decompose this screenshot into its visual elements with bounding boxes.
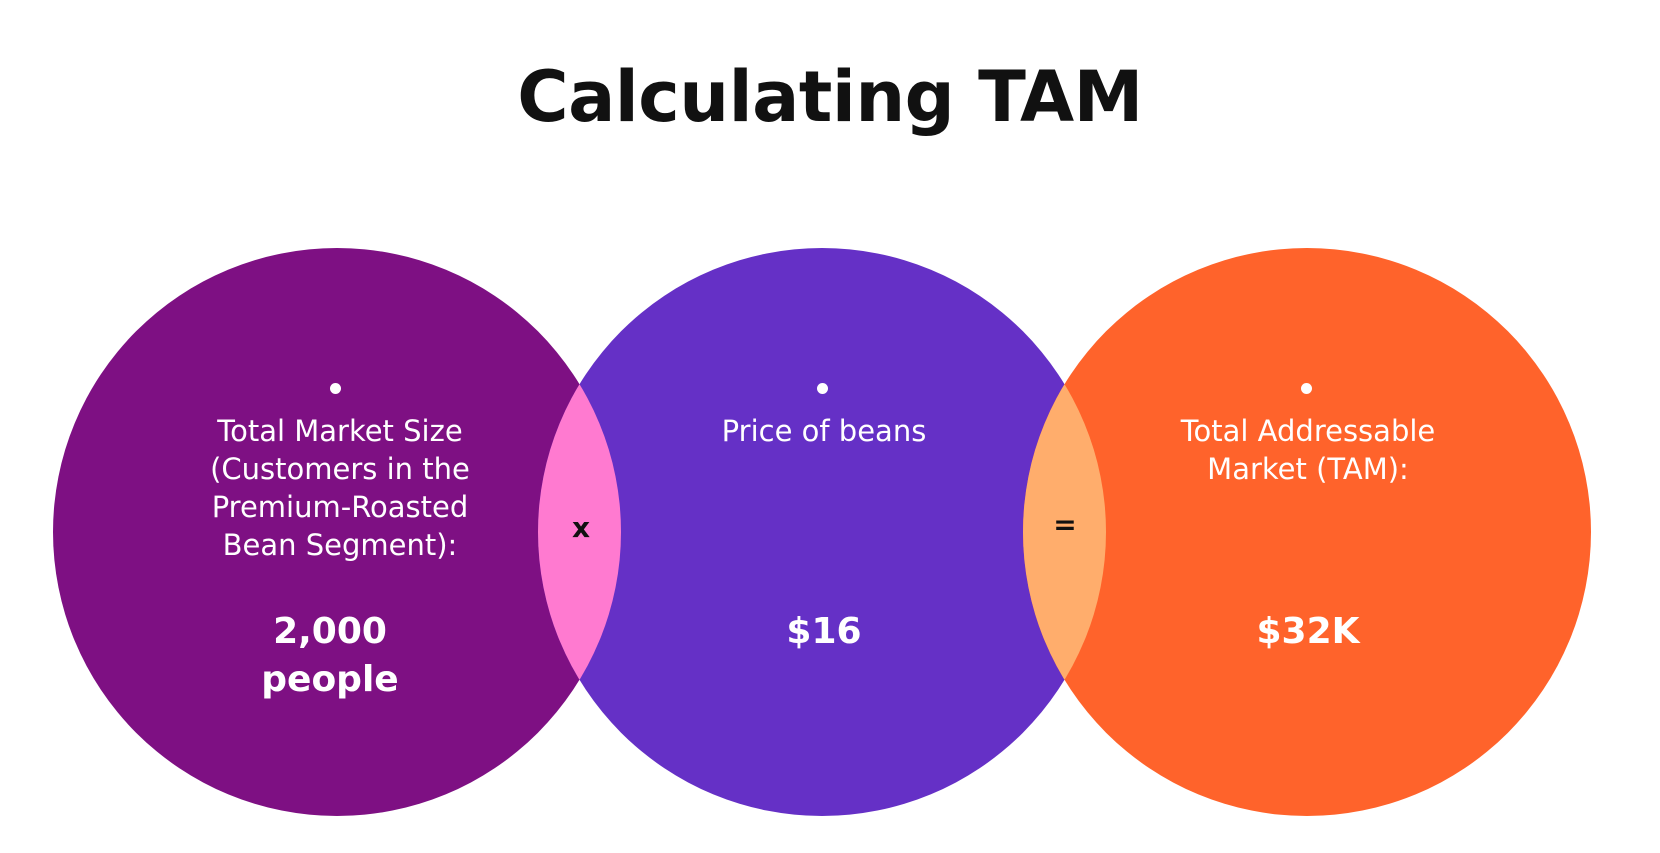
circle-value-total-market-size: 2,000 people — [180, 608, 480, 704]
circle-price-of-beans — [538, 248, 1106, 816]
circle-label-total-market-size: Total Market Size (Customers in the Prem… — [210, 414, 470, 562]
multiply-operator: x — [571, 511, 591, 544]
value-line-1: $16 — [786, 611, 862, 652]
circle-total-addressable-market — [1023, 248, 1591, 816]
bullet-dot-middle — [817, 383, 828, 394]
value-line-2: people — [261, 659, 399, 700]
circle-label-price-of-beans: Price of beans — [721, 414, 927, 448]
page-title: Calculating TAM — [517, 56, 1143, 138]
bullet-dot-left — [330, 383, 341, 394]
circle-total-market-size — [53, 248, 621, 816]
value-line-1: $32K — [1256, 611, 1360, 652]
bullet-dot-right — [1301, 383, 1312, 394]
circle-value-total-addressable-market: $32K — [1158, 608, 1458, 656]
value-line-1: 2,000 — [273, 611, 387, 652]
circle-value-price-of-beans: $16 — [674, 608, 974, 656]
circle-label-total-addressable-market: Total Addressable Market (TAM): — [1180, 414, 1436, 486]
equals-operator: = — [1053, 508, 1077, 541]
